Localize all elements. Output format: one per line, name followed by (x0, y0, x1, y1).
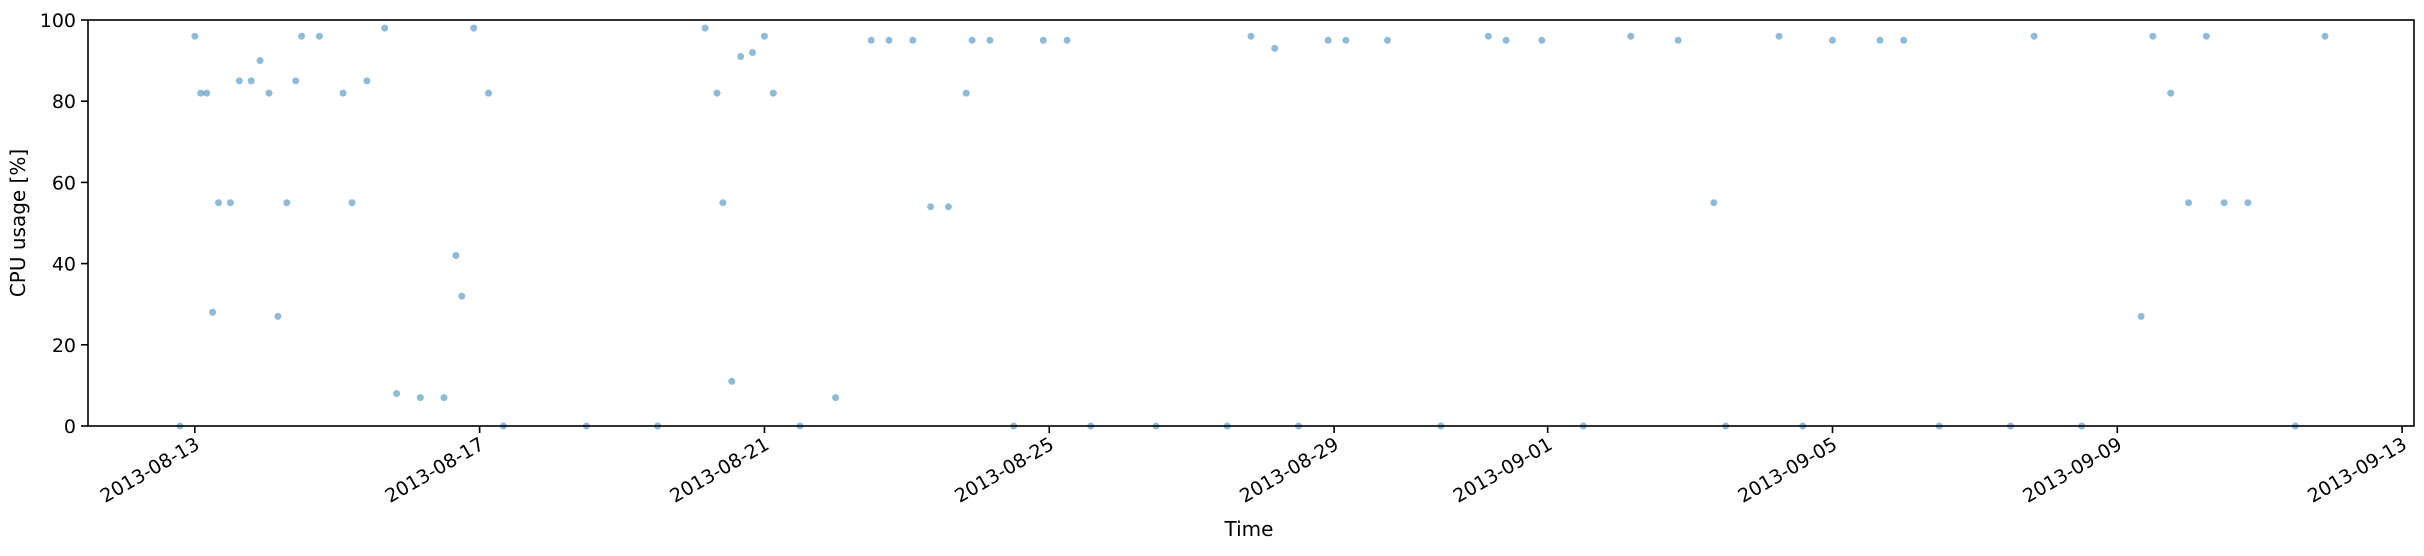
data-point (1342, 36, 1350, 44)
data-point (713, 89, 721, 97)
data-point (719, 199, 727, 207)
data-point (962, 89, 970, 97)
x-tick-label: 2013-08-21 (666, 433, 773, 507)
data-point (298, 32, 306, 40)
x-tick-label: 2013-08-29 (1236, 433, 1343, 507)
data-point (470, 24, 478, 32)
data-point (1039, 36, 1047, 44)
data-point (1710, 199, 1718, 207)
x-tick-label: 2013-09-05 (1734, 433, 1841, 507)
y-axis-label: CPU usage [%] (6, 149, 30, 297)
plot-frame (87, 19, 2415, 427)
data-point (458, 292, 466, 300)
data-point (728, 377, 736, 385)
y-tick-label: 0 (64, 416, 76, 438)
data-point (760, 32, 768, 40)
data-point (1484, 32, 1492, 40)
data-point (265, 89, 273, 97)
data-point (986, 36, 994, 44)
data-point (1324, 36, 1332, 44)
data-point (832, 394, 840, 402)
data-point (440, 394, 448, 402)
y-tick-label: 100 (40, 10, 76, 32)
x-axis-ticks: 2013-08-13 2013-08-17 2013-08-21 2013-08-25… (97, 426, 2411, 508)
data-point (1775, 32, 1783, 40)
data-point (968, 36, 976, 44)
data-point (2137, 312, 2145, 320)
data-point (363, 77, 371, 85)
data-point (2220, 199, 2228, 207)
data-point (1384, 36, 1391, 44)
data-point (416, 394, 424, 402)
data-point (1271, 44, 1279, 52)
data-point (452, 252, 460, 259)
y-tick-label: 40 (52, 254, 76, 276)
data-point (1829, 36, 1836, 44)
x-axis-label: Time (1224, 517, 1274, 541)
data-point (209, 308, 217, 316)
data-point (226, 199, 234, 207)
data-point (256, 57, 264, 65)
data-point (2321, 32, 2329, 40)
y-tick-label: 80 (52, 91, 76, 113)
x-tick-label: 2013-09-13 (2304, 433, 2411, 507)
data-point (2030, 32, 2038, 40)
data-point (944, 203, 952, 211)
data-point (701, 24, 709, 32)
data-point (1627, 32, 1635, 40)
data-point (393, 390, 401, 397)
y-axis-ticks: 0 20 40 60 80 100 (40, 10, 88, 438)
data-point (1502, 36, 1510, 44)
y-tick-label: 60 (52, 172, 76, 194)
data-point (2167, 89, 2175, 97)
data-point (485, 89, 492, 97)
data-point (197, 89, 205, 97)
data-point (1900, 36, 1908, 44)
data-point (1247, 32, 1255, 40)
data-point (1063, 36, 1071, 44)
data-point (315, 32, 323, 40)
data-point (339, 89, 347, 97)
data-point (381, 24, 389, 32)
x-tick-label: 2013-08-25 (951, 433, 1058, 507)
data-point (885, 36, 893, 44)
data-point (215, 199, 222, 207)
data-points (176, 24, 2329, 430)
data-point (1538, 36, 1546, 44)
data-point (769, 89, 777, 97)
data-point (2185, 199, 2192, 207)
data-point (274, 312, 282, 320)
data-point (348, 199, 356, 207)
data-point (191, 32, 199, 40)
data-point (737, 53, 745, 60)
x-tick-label: 2013-09-01 (1450, 433, 1557, 507)
data-point (2202, 32, 2210, 40)
data-point (2149, 32, 2157, 40)
data-point (247, 77, 255, 85)
data-point (867, 36, 875, 44)
x-tick-label: 2013-08-13 (97, 433, 204, 507)
y-tick-label: 20 (52, 335, 76, 357)
x-tick-label: 2013-09-09 (2019, 433, 2126, 507)
data-point (749, 49, 757, 56)
data-point (235, 77, 243, 85)
data-point (909, 36, 917, 44)
data-point (927, 203, 935, 211)
data-point (203, 89, 211, 97)
data-point (1876, 36, 1884, 44)
data-point (283, 199, 291, 207)
x-tick-label: 2013-08-17 (381, 433, 488, 507)
data-point (1674, 36, 1682, 44)
data-point (292, 77, 300, 85)
data-point (2244, 199, 2252, 207)
